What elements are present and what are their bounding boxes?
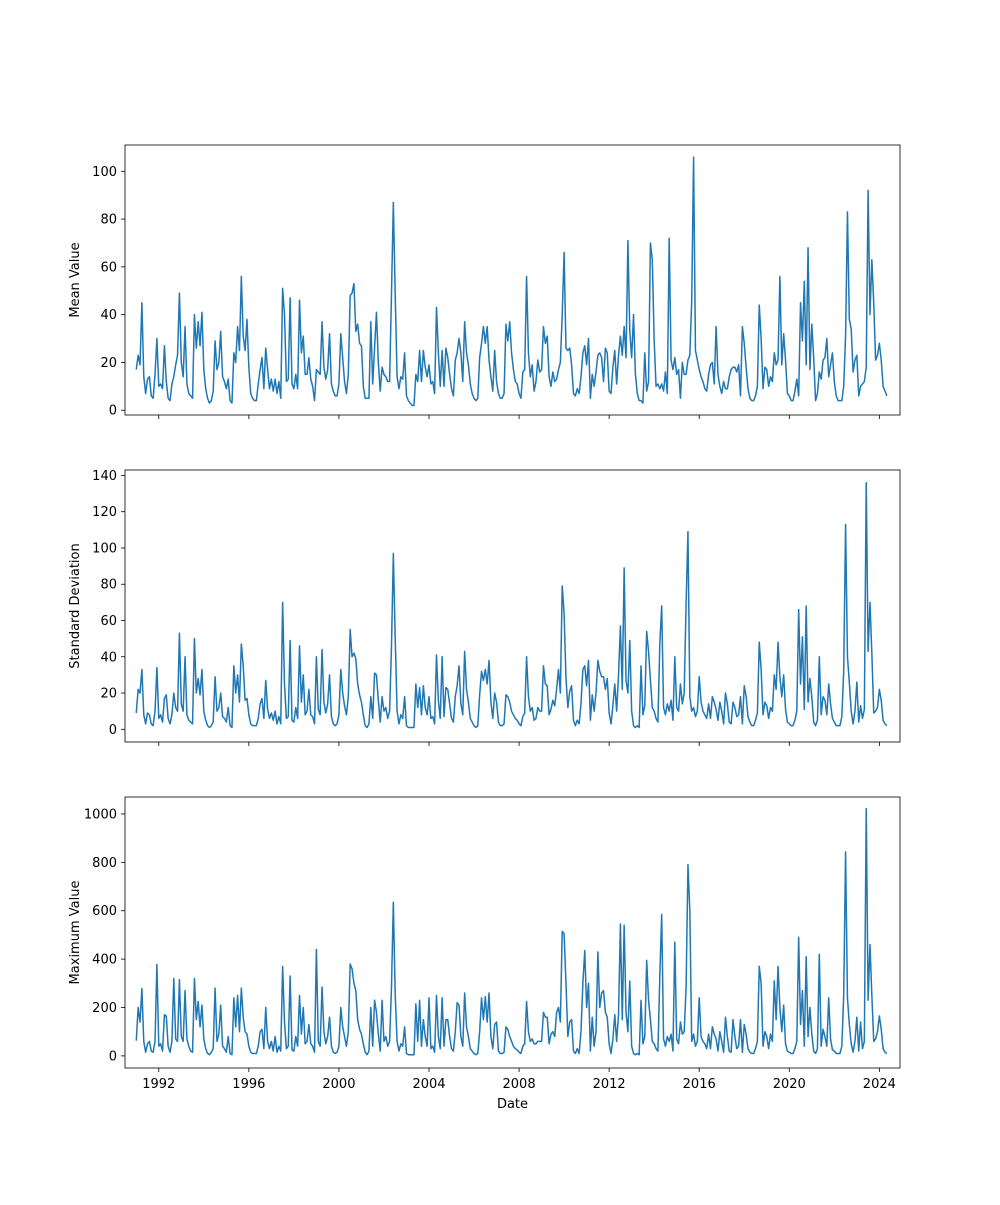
x-tick-label: 2004 (412, 1077, 445, 1092)
standard-deviation-y-tick-label: 100 (92, 541, 117, 556)
maximum-value-y-tick-label: 200 (92, 1001, 117, 1016)
maximum-value-axes-frame (124, 796, 901, 1069)
standard-deviation-y-tick-label: 0 (109, 723, 117, 738)
mean-value-y-tick-label: 0 (109, 404, 117, 419)
mean-value-panel: 0 20 40 60 80 100 Mean Value (68, 144, 901, 419)
mean-value-series-line (135, 156, 888, 407)
mean-value-axes-frame (124, 144, 901, 416)
x-tick-label: 2016 (683, 1077, 716, 1092)
x-tick-label: 1996 (232, 1077, 265, 1092)
maximum-value-y-tick-label: 400 (92, 953, 117, 968)
standard-deviation-y-tick-label: 60 (100, 614, 117, 629)
standard-deviation-y-axis-label: Standard Deviation (68, 543, 83, 668)
standard-deviation-axes-frame (124, 469, 901, 743)
mean-value-y-axis-label: Mean Value (68, 242, 83, 317)
maximum-value-series-line (135, 807, 888, 1056)
standard-deviation-panel: 0 20 40 60 80 100 120 140 Standard Deviation (68, 469, 901, 746)
maximum-value-y-tick-label: 800 (92, 856, 117, 871)
maximum-value-y-axis-label: Maximum Value (68, 881, 83, 985)
x-tick-label: 2012 (593, 1077, 626, 1092)
x-tick-label: 1992 (142, 1077, 175, 1092)
standard-deviation-y-tick-label: 120 (92, 505, 117, 520)
standard-deviation-y-tick-label: 20 (100, 687, 117, 702)
mean-value-y-tick-label: 60 (100, 260, 117, 275)
maximum-value-y-tick-label: 1000 (84, 807, 117, 822)
x-axis-label: Date (497, 1097, 528, 1112)
maximum-value-panel: 0 200 400 600 800 1000 Maximum Value 1992 1996 20… (68, 796, 901, 1112)
maximum-value-y-tick-label: 600 (92, 904, 117, 919)
mean-value-y-tick-label: 20 (100, 356, 117, 371)
mean-value-y-tick-label: 80 (100, 213, 117, 228)
x-tick-label: 2000 (322, 1077, 355, 1092)
standard-deviation-y-tick-label: 40 (100, 650, 117, 665)
standard-deviation-y-tick-label: 140 (92, 469, 117, 484)
standard-deviation-y-tick-label: 80 (100, 578, 117, 593)
x-tick-label: 2020 (773, 1077, 806, 1092)
maximum-value-y-tick-label: 0 (109, 1049, 117, 1064)
standard-deviation-series-line (135, 481, 888, 729)
mean-value-y-tick-label: 100 (92, 165, 117, 180)
x-tick-label: 2008 (503, 1077, 536, 1092)
x-tick-label: 2024 (863, 1077, 896, 1092)
mean-value-y-tick-label: 40 (100, 308, 117, 323)
